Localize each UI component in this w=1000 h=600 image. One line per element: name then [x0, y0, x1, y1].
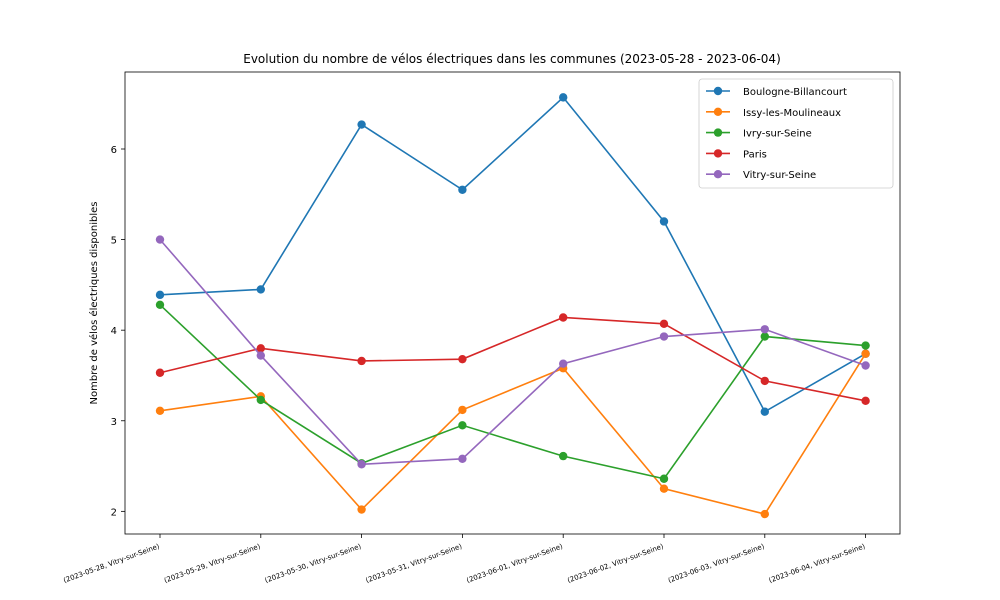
legend-marker — [713, 128, 723, 137]
y-tick-label: 3 — [111, 417, 117, 428]
y-tick-label: 4 — [111, 326, 117, 337]
data-point — [256, 285, 265, 294]
y-tick-label: 6 — [111, 145, 117, 156]
data-point — [256, 351, 265, 360]
data-point — [357, 505, 366, 514]
legend-label: Vitry-sur-Seine — [743, 170, 816, 181]
series-line — [159, 96, 866, 413]
series-line — [159, 353, 867, 515]
data-point — [559, 93, 568, 102]
series-layer — [155, 93, 870, 519]
y-axis: 2 3 4 5 6 — [111, 145, 125, 518]
data-point — [659, 474, 669, 483]
legend-marker — [713, 107, 723, 117]
legend-frame — [698, 78, 894, 189]
data-point — [861, 361, 870, 370]
data-point — [458, 454, 467, 464]
data-point — [256, 344, 265, 353]
data-point — [559, 359, 568, 368]
legend-marker — [713, 170, 723, 179]
y-tick-label: 5 — [111, 236, 117, 247]
legend-label: Issy-les-Moulineaux — [743, 108, 841, 119]
data-point — [155, 300, 165, 310]
data-point — [559, 313, 568, 322]
legend-marker — [713, 86, 723, 96]
data-point — [659, 217, 669, 226]
legend: Boulogne-Billancourt Issy-les-Moulineaux I… — [698, 78, 894, 189]
data-point — [256, 395, 265, 405]
data-point — [357, 460, 366, 469]
legend-label: Ivry-sur-Seine — [743, 129, 812, 140]
series-line — [159, 304, 866, 480]
legend-marker — [713, 149, 723, 158]
data-point — [760, 407, 769, 416]
plot-area — [124, 71, 901, 535]
data-point — [760, 332, 769, 341]
data-point — [861, 396, 870, 406]
data-point — [155, 290, 165, 300]
data-point — [155, 235, 165, 244]
plot-frame — [124, 71, 901, 535]
data-point — [357, 120, 366, 129]
data-point — [861, 341, 870, 350]
y-axis-label: Nombre de vélos électriques disponibles — [88, 202, 100, 405]
data-point — [155, 368, 165, 377]
data-point — [155, 406, 165, 415]
data-point — [559, 451, 568, 461]
data-point — [458, 354, 467, 364]
data-point — [458, 421, 467, 430]
y-tick-label: 2 — [111, 507, 117, 518]
data-point — [760, 325, 769, 334]
data-point — [659, 484, 669, 493]
data-point — [760, 509, 769, 519]
data-point — [861, 349, 870, 358]
data-point — [357, 356, 366, 366]
data-point — [659, 319, 669, 329]
legend-label: Paris — [743, 149, 767, 160]
series-line — [159, 316, 866, 402]
data-point — [458, 185, 467, 194]
data-point — [659, 332, 669, 341]
legend-label: Boulogne-Billancourt — [743, 87, 847, 98]
data-point — [760, 376, 769, 386]
series-line — [159, 239, 866, 466]
chart-title: Evolution du nombre de vélos électriques… — [243, 52, 781, 66]
data-point — [458, 405, 467, 415]
